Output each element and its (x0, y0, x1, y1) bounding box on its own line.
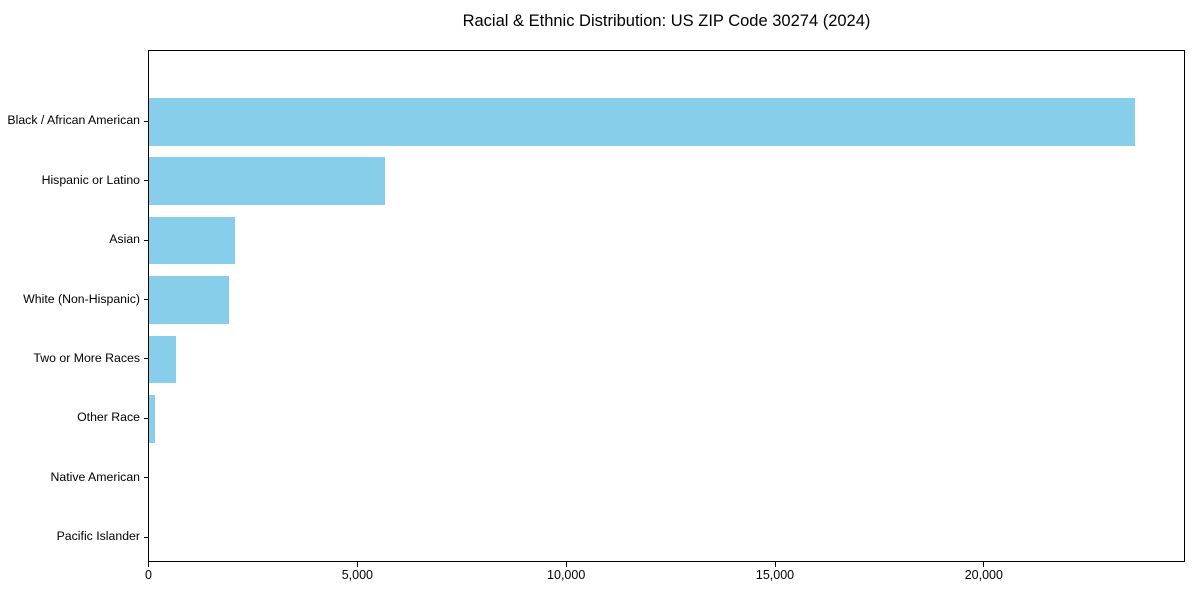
y-axis-label: Pacific Islander (56, 529, 140, 544)
bar-hispanic-or-latino (149, 157, 385, 205)
bar-black-african-american (149, 97, 1135, 146)
x-tick-label: 20,000 (964, 568, 1003, 582)
y-tick-mark (144, 239, 148, 241)
y-axis-label: Two or More Races (33, 350, 140, 365)
x-tick-label: 5,000 (341, 568, 373, 582)
y-tick-mark (144, 477, 148, 479)
chart-title: Racial & Ethnic Distribution: US ZIP Cod… (462, 12, 871, 30)
y-axis-label: Native American (50, 469, 140, 484)
y-tick-mark (144, 120, 148, 122)
y-axis-label: Asian (109, 232, 140, 247)
y-axis-label: Other Race (77, 410, 140, 425)
bar-asian (149, 216, 236, 265)
y-axis-label: White (Non-Hispanic) (23, 291, 140, 306)
x-tick-mark (356, 562, 358, 567)
y-tick-mark (144, 358, 148, 360)
bar-two-or-more-races (149, 335, 177, 384)
x-tick-mark (565, 562, 567, 567)
y-axis-label: Hispanic or Latino (41, 172, 140, 187)
y-tick-mark (144, 417, 148, 419)
x-tick-mark (774, 562, 776, 567)
y-axis-label: Black / African American (7, 113, 140, 128)
x-tick-label: 15,000 (755, 568, 795, 582)
bar-white-non-hispanic (149, 276, 229, 324)
y-tick-mark (144, 180, 148, 182)
y-tick-mark (144, 536, 148, 538)
x-tick-label: 0 (145, 568, 152, 582)
x-tick-mark (983, 562, 985, 567)
y-tick-mark (144, 299, 148, 301)
x-tick-label: 10,000 (547, 568, 586, 582)
plot-area (148, 50, 1185, 562)
bar-other-race (149, 395, 155, 443)
x-tick-mark (148, 562, 149, 567)
